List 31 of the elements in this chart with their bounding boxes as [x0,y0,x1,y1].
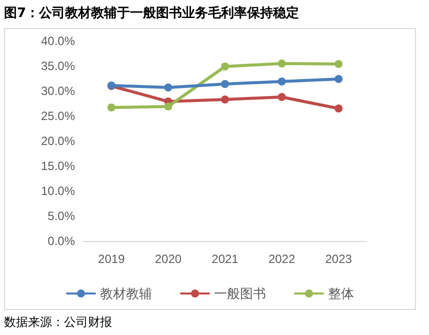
point [278,93,286,101]
x-tick-label: 2020 [154,252,182,266]
point [334,60,343,68]
y-tick-label: 5.0% [48,209,76,223]
y-tick-label: 25.0% [40,109,76,123]
source-note: 数据来源：公司财报 [4,314,112,331]
point [334,104,343,112]
x-tick-label: 2021 [212,252,239,266]
legend-label: 一般图书 [214,286,266,301]
y-tick-label: 0.0% [48,234,76,248]
chart-title: 图7：公司教材教辅于一般图书业务毛利率保持稳定 [4,4,300,22]
point [221,96,229,104]
y-tick-label: 20.0% [40,134,76,148]
x-tick-label: 2019 [98,252,126,266]
y-tick-label: 40.0% [40,34,76,48]
point [278,78,286,86]
legend-label: 教材教辅 [100,286,152,301]
point [164,102,172,110]
point [278,60,286,68]
legend-label: 整体 [328,286,354,301]
y-tick-label: 30.0% [40,84,76,98]
y-tick-label: 15.0% [40,159,76,173]
y-tick-label: 10.0% [40,184,76,198]
point [334,75,343,83]
x-tick-label: 2022 [268,252,296,266]
point [221,62,229,70]
point [107,104,116,112]
x-tick-label: 2023 [325,252,352,266]
y-tick-label: 35.0% [40,59,76,73]
point [221,80,229,88]
point [164,84,172,92]
